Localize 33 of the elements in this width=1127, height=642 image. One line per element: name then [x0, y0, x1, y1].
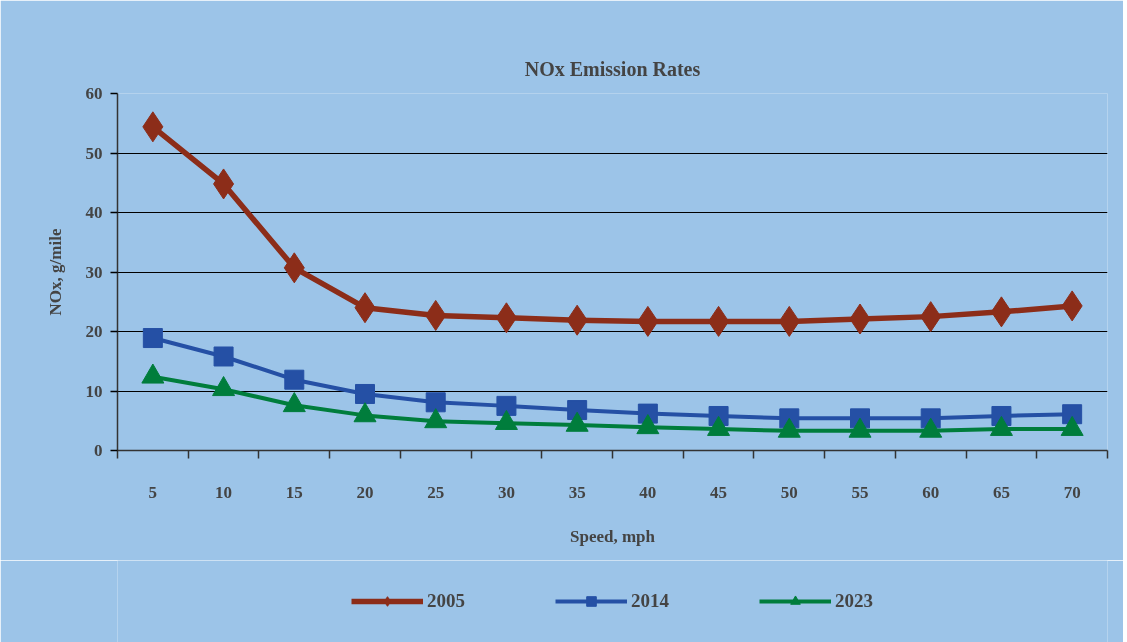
y-tick-label: 20 — [85, 322, 103, 341]
y-tick-label: 10 — [85, 381, 103, 401]
x-tick-label: 15 — [285, 482, 303, 502]
x-tick-label: 25 — [427, 482, 445, 502]
x-tick-label: 35 — [568, 482, 586, 502]
x-tick-label: 50 — [780, 482, 798, 502]
x-tick-label: 30 — [497, 482, 515, 502]
x-tick-label: 45 — [710, 482, 728, 502]
chart-title: NOx Emission Rates — [524, 57, 701, 80]
legend-label: 2023 — [835, 590, 873, 612]
y-tick-label: 50 — [85, 143, 103, 163]
x-tick-label: 5 — [148, 482, 158, 502]
x-tick-label: 65 — [992, 482, 1010, 502]
y-tick-label: 40 — [85, 203, 103, 222]
y-tick-label: 30 — [85, 262, 103, 282]
x-tick-label: 20 — [356, 482, 374, 502]
point — [284, 369, 305, 390]
point — [142, 328, 163, 349]
y-axis-title: NOx, g/mile — [45, 228, 65, 316]
point — [213, 346, 234, 367]
y-tick-label: 60 — [85, 84, 103, 103]
legend-label: 2014 — [631, 590, 669, 612]
point — [355, 383, 375, 404]
point — [425, 392, 446, 413]
point — [496, 395, 517, 416]
x-tick-label: 40 — [639, 482, 657, 502]
x-tick-label: 55 — [851, 482, 869, 502]
legend-label: 2005 — [427, 590, 465, 612]
x-tick-label: 10 — [215, 482, 233, 502]
y-tick-label: 0 — [94, 441, 103, 460]
x-tick-label: 70 — [1063, 482, 1081, 502]
x-tick-label: 60 — [922, 482, 940, 502]
x-axis-title: Speed, mph — [569, 526, 656, 546]
